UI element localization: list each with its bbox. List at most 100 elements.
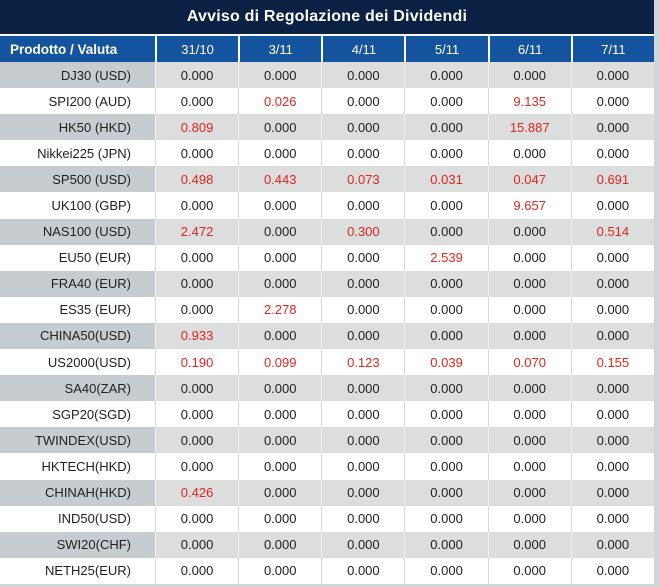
value-cell: 0.000 xyxy=(155,192,239,219)
table-row: US2000(USD) 0.190 0.099 0.123 0.039 0.07… xyxy=(0,349,654,376)
value-cell: 0.000 xyxy=(570,114,654,141)
value-cell: 0.000 xyxy=(404,427,488,454)
value-cell: 0.000 xyxy=(238,401,322,428)
product-cell: DJ30 (USD) xyxy=(0,62,155,89)
value-cell: 0.000 xyxy=(155,140,239,167)
table-row: HKTECH(HKD) 0.000 0.000 0.000 0.000 0.00… xyxy=(0,453,654,480)
table-row: SWI20(CHF) 0.000 0.000 0.000 0.000 0.000… xyxy=(0,531,654,558)
table-row: HK50 (HKD) 0.809 0.000 0.000 0.000 15.88… xyxy=(0,114,654,141)
value-cell: 0.000 xyxy=(404,140,488,167)
value-cell: 0.000 xyxy=(238,479,322,506)
table-row: TWINDEX(USD) 0.000 0.000 0.000 0.000 0.0… xyxy=(0,427,654,454)
value-cell: 0.000 xyxy=(321,270,405,297)
value-cell: 0.000 xyxy=(570,88,654,115)
product-cell: SA40(ZAR) xyxy=(0,375,155,402)
product-cell: US2000(USD) xyxy=(0,349,155,376)
value-cell: 0.000 xyxy=(321,375,405,402)
table-row: SGP20(SGD) 0.000 0.000 0.000 0.000 0.000… xyxy=(0,401,654,428)
table-row: EU50 (EUR) 0.000 0.000 0.000 2.539 0.000… xyxy=(0,244,654,271)
value-cell: 0.000 xyxy=(155,505,239,532)
product-cell: IND50(USD) xyxy=(0,505,155,532)
value-cell: 0.000 xyxy=(321,244,405,271)
value-cell: 0.000 xyxy=(404,192,488,219)
value-cell: 0.123 xyxy=(321,349,405,376)
value-cell: 0.000 xyxy=(404,505,488,532)
value-cell: 0.000 xyxy=(238,375,322,402)
product-cell: CHINAH(HKD) xyxy=(0,479,155,506)
value-cell: 0.155 xyxy=(570,349,654,376)
value-cell: 0.000 xyxy=(321,401,405,428)
column-header-date-6: 7/11 xyxy=(570,36,654,62)
value-cell: 0.000 xyxy=(321,192,405,219)
value-cell: 0.000 xyxy=(238,218,322,245)
value-cell: 0.000 xyxy=(238,322,322,350)
value-cell: 0.691 xyxy=(570,166,654,193)
product-cell: SGP20(SGD) xyxy=(0,401,155,428)
value-cell: 0.000 xyxy=(238,62,322,89)
value-cell: 0.000 xyxy=(238,453,322,480)
value-cell: 0.933 xyxy=(155,322,239,350)
product-cell: ES35 (EUR) xyxy=(0,296,155,323)
value-cell: 0.000 xyxy=(238,557,322,584)
value-cell: 0.000 xyxy=(238,270,322,297)
table-row: SP500 (USD) 0.498 0.443 0.073 0.031 0.04… xyxy=(0,166,654,193)
table-row: UK100 (GBP) 0.000 0.000 0.000 0.000 9.65… xyxy=(0,192,654,219)
value-cell: 0.000 xyxy=(321,88,405,115)
value-cell: 0.000 xyxy=(238,244,322,271)
value-cell: 0.000 xyxy=(570,557,654,584)
value-cell: 0.000 xyxy=(570,531,654,558)
value-cell: 0.000 xyxy=(570,401,654,428)
product-cell: CHINA50(USD) xyxy=(0,322,155,350)
value-cell: 0.073 xyxy=(321,166,405,193)
value-cell: 0.000 xyxy=(570,453,654,480)
product-cell: SPI200 (AUD) xyxy=(0,88,155,115)
value-cell: 0.000 xyxy=(404,218,488,245)
value-cell: 0.000 xyxy=(321,296,405,323)
value-cell: 0.000 xyxy=(570,140,654,167)
value-cell: 0.000 xyxy=(155,557,239,584)
table-row: NETH25(EUR) 0.000 0.000 0.000 0.000 0.00… xyxy=(0,557,654,584)
value-cell: 0.000 xyxy=(570,322,654,350)
value-cell: 0.000 xyxy=(155,375,239,402)
value-cell: 0.000 xyxy=(487,62,571,89)
table-row: CHINAH(HKD) 0.426 0.000 0.000 0.000 0.00… xyxy=(0,479,654,506)
table-row: SPI200 (AUD) 0.000 0.026 0.000 0.000 9.1… xyxy=(0,88,654,115)
product-cell: HKTECH(HKD) xyxy=(0,453,155,480)
product-cell: EU50 (EUR) xyxy=(0,244,155,271)
column-header-date-5: 6/11 xyxy=(487,36,571,62)
table-row: NAS100 (USD) 2.472 0.000 0.300 0.000 0.0… xyxy=(0,218,654,245)
value-cell: 0.000 xyxy=(155,244,239,271)
value-cell: 0.000 xyxy=(238,531,322,558)
value-cell: 15.887 xyxy=(487,114,571,141)
value-cell: 0.000 xyxy=(404,375,488,402)
table-row: FRA40 (EUR) 0.000 0.000 0.000 0.000 0.00… xyxy=(0,270,654,297)
value-cell: 0.000 xyxy=(155,427,239,454)
value-cell: 0.000 xyxy=(487,270,571,297)
value-cell: 0.000 xyxy=(487,479,571,506)
value-cell: 0.000 xyxy=(321,140,405,167)
column-header-date-2: 3/11 xyxy=(238,36,322,62)
product-cell: TWINDEX(USD) xyxy=(0,427,155,454)
value-cell: 0.099 xyxy=(238,349,322,376)
value-cell: 0.000 xyxy=(155,270,239,297)
value-cell: 0.000 xyxy=(155,401,239,428)
value-cell: 0.000 xyxy=(155,62,239,89)
value-cell: 0.498 xyxy=(155,166,239,193)
value-cell: 0.000 xyxy=(238,140,322,167)
value-cell: 0.026 xyxy=(238,88,322,115)
value-cell: 0.000 xyxy=(321,427,405,454)
product-cell: SWI20(CHF) xyxy=(0,531,155,558)
value-cell: 0.000 xyxy=(570,427,654,454)
value-cell: 0.000 xyxy=(570,192,654,219)
value-cell: 0.000 xyxy=(404,557,488,584)
value-cell: 9.657 xyxy=(487,192,571,219)
value-cell: 0.000 xyxy=(570,270,654,297)
value-cell: 0.000 xyxy=(404,322,488,350)
column-header-product: Prodotto / Valuta xyxy=(0,36,155,62)
value-cell: 0.000 xyxy=(570,479,654,506)
page-title: Avviso di Regolazione dei Dividendi xyxy=(0,0,654,36)
value-cell: 0.000 xyxy=(487,140,571,167)
value-cell: 0.000 xyxy=(487,322,571,350)
value-cell: 0.047 xyxy=(487,166,571,193)
